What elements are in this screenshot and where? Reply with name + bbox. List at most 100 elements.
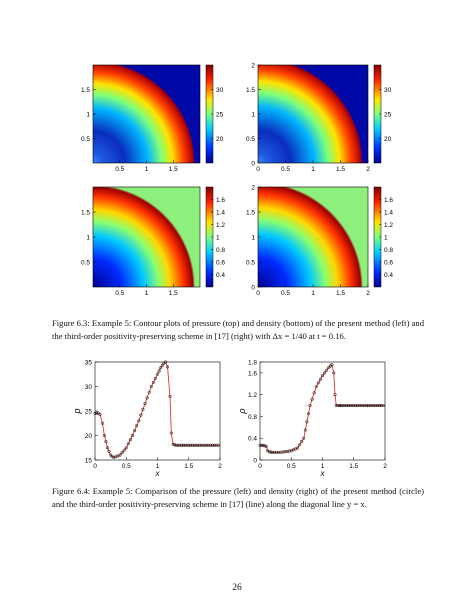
data-marker — [145, 396, 149, 400]
data-marker — [169, 431, 173, 435]
data-marker — [361, 404, 365, 408]
contour-field — [258, 187, 368, 287]
contour-panel-1: 0.5 1 1.5 0.5 1 1.5 20 25 30 — [81, 64, 224, 173]
colorbar-tick-label: 1.6 — [216, 197, 225, 204]
y-tick-label: 1.2 — [248, 392, 257, 399]
y-tick-label: 1.8 — [248, 360, 257, 367]
data-marker — [285, 449, 289, 454]
data-marker — [381, 404, 385, 408]
contour-field — [93, 187, 200, 287]
x-tick-label: 2 — [383, 463, 387, 470]
x-tick-label: 2 — [366, 290, 370, 297]
data-marker — [370, 404, 374, 408]
contour-field — [258, 65, 368, 163]
data-marker — [209, 443, 213, 447]
data-marker — [102, 433, 106, 438]
data-marker — [374, 404, 378, 408]
y-tick-label: 0.4 — [248, 436, 257, 443]
colorbar-tick-label: 0.8 — [384, 247, 393, 254]
colorbar-tick-label: 1.2 — [216, 222, 225, 229]
data-marker — [273, 450, 277, 454]
colorbar-tick-label: 1.2 — [384, 222, 393, 229]
x-tick-label: 1.5 — [336, 166, 345, 173]
figure-6-4-caption: Figure 6.4: Example 5: Comparison of the… — [52, 486, 424, 509]
colorbar-tick-label: 0.6 — [384, 260, 393, 267]
contour-panel-3: 0.5 1 1.5 0.5 1 1.5 0.4 0.6 0.8 1 1.2 1.4 1.6 — [81, 186, 225, 297]
data-marker — [151, 380, 155, 384]
data-marker — [302, 436, 306, 440]
x-tick-label: 0 — [256, 166, 260, 173]
y-tick-label: 0.8 — [248, 414, 257, 421]
y-tick-label: 20 — [85, 433, 93, 440]
data-marker — [300, 439, 304, 444]
data-marker — [205, 443, 209, 447]
y-tick-label: 0.5 — [81, 260, 90, 267]
data-marker — [310, 397, 314, 401]
data-marker — [173, 443, 177, 447]
data-marker — [190, 443, 194, 447]
x-axis-label: x — [155, 469, 161, 478]
x-tick-label: 1 — [145, 290, 149, 297]
x-tick-label: 0.5 — [115, 290, 124, 297]
y-tick-label: 15 — [85, 458, 93, 465]
data-marker — [178, 443, 182, 447]
data-marker — [100, 421, 105, 425]
data-marker — [334, 404, 338, 408]
data-marker — [261, 443, 265, 447]
data-marker — [212, 443, 216, 447]
y-tick-label: 0 — [251, 285, 255, 292]
data-marker — [118, 453, 122, 457]
data-marker — [323, 371, 327, 375]
data-marker — [141, 407, 145, 411]
data-marker — [341, 404, 345, 408]
data-marker — [277, 450, 281, 454]
plot-frame — [259, 361, 386, 461]
figure-6-3-caption: Figure 6.3: Example 5: Contour plots of … — [52, 318, 424, 341]
colorbar-tick-label: 0.4 — [216, 272, 225, 279]
data-marker — [168, 394, 172, 398]
x-tick-label: 1 — [156, 463, 160, 470]
data-marker — [283, 450, 287, 454]
data-marker — [336, 404, 340, 408]
data-marker — [281, 450, 285, 454]
data-marker — [270, 450, 275, 454]
data-marker — [162, 361, 166, 366]
data-marker — [338, 404, 342, 408]
data-marker — [333, 393, 337, 397]
data-marker — [143, 402, 147, 406]
data-marker — [196, 443, 200, 447]
data-marker — [105, 446, 110, 450]
data-marker — [164, 360, 168, 364]
x-tick-label: 1.5 — [169, 166, 178, 173]
y-tick-label: 1.6 — [248, 370, 257, 377]
data-marker — [181, 443, 185, 447]
data-marker — [139, 413, 143, 417]
colorbar-tick-label: 25 — [384, 112, 392, 119]
data-marker — [343, 404, 347, 408]
y-tick-label: 1.5 — [246, 87, 255, 94]
data-marker — [320, 374, 325, 378]
data-marker — [176, 443, 180, 447]
y-tick-label: 30 — [85, 384, 93, 391]
y-axis-label: ρ — [237, 408, 247, 414]
x-tick-label: 1.5 — [169, 290, 178, 297]
data-marker — [171, 442, 175, 446]
data-marker — [120, 451, 124, 455]
colorbar-tick-label: 20 — [384, 136, 392, 143]
colorbar-tick-label: 20 — [216, 136, 224, 143]
contour-field — [93, 65, 200, 163]
data-marker — [303, 428, 307, 432]
data-marker — [314, 384, 318, 389]
data-marker — [187, 443, 191, 447]
x-tick-label: 1 — [321, 463, 325, 470]
density-plot: 0 0.5 1 1.5 2 0 0.4 0.8 1.2 1.6 1.8 x ρ — [237, 360, 387, 479]
data-marker — [188, 443, 193, 447]
data-marker — [379, 404, 383, 408]
data-marker — [359, 404, 363, 408]
data-marker — [295, 446, 300, 450]
data-marker — [192, 443, 196, 447]
x-tick-label: 0.5 — [281, 166, 290, 173]
data-marker — [287, 449, 291, 453]
